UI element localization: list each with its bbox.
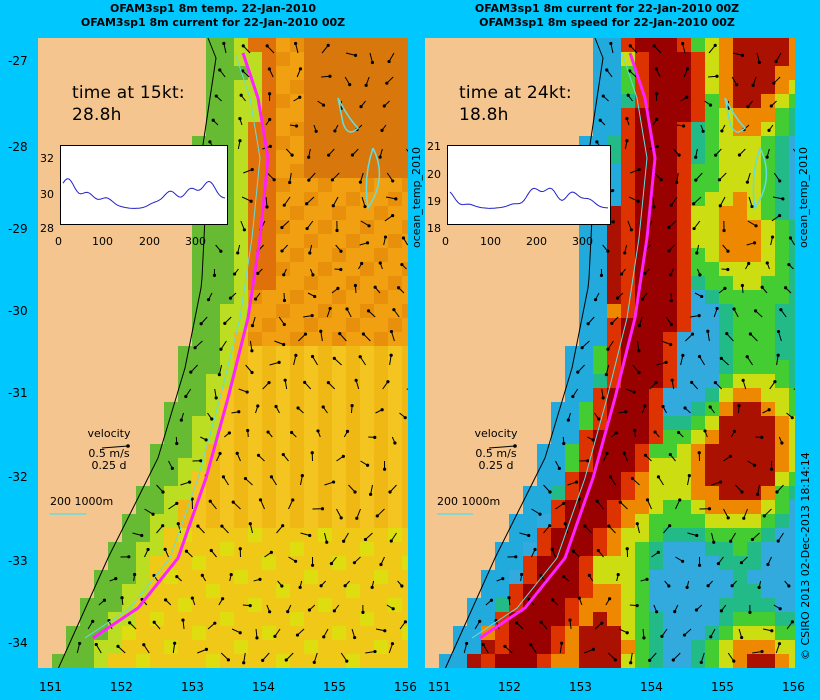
right-title: OFAM3sp1 8m current for 22-Jan-2010 00Z … bbox=[412, 2, 802, 30]
right-time-label: time at 24kt: bbox=[459, 83, 572, 103]
right-speed-field bbox=[437, 38, 795, 668]
left-title: OFAM3sp1 8m temp. 22-Jan-2010 OFAM3sp1 8… bbox=[18, 2, 408, 30]
lon-tick-left: 155 bbox=[323, 680, 346, 694]
lon-tick-left: 154 bbox=[252, 680, 275, 694]
left-time-value: 28.8h bbox=[72, 105, 122, 125]
lat-tick: -27 bbox=[8, 54, 28, 68]
right-legend-duration: 0.25 d bbox=[478, 459, 514, 472]
right-inset-xtick: 300 bbox=[572, 235, 593, 248]
lon-tick-right: 153 bbox=[569, 680, 592, 694]
right-inset-xtick: 100 bbox=[480, 235, 501, 248]
left-inset-ytick: 28 bbox=[40, 222, 54, 235]
lat-tick: -29 bbox=[8, 222, 28, 236]
lon-tick-right: 152 bbox=[498, 680, 521, 694]
left-inset-ytick: 30 bbox=[40, 188, 54, 201]
left-inset-plot bbox=[60, 145, 228, 225]
credit-label: © CSIRO 2013 02-Dec-2013 18:14:14 bbox=[799, 452, 812, 660]
lat-tick: -32 bbox=[8, 470, 28, 484]
left-map-panel: time at 15kt: 28.8h 32 30 28 0 100 200 3… bbox=[38, 38, 408, 668]
right-inset-ytick: 19 bbox=[427, 195, 441, 208]
left-legend-bathy: 200 1000m bbox=[50, 495, 114, 508]
right-inset-plot bbox=[447, 145, 611, 225]
right-title-line2: OFAM3sp1 8m speed for 22-Jan-2010 00Z bbox=[479, 16, 735, 29]
left-time-label: time at 15kt: bbox=[72, 83, 185, 103]
left-inset-xtick: 0 bbox=[55, 235, 62, 248]
left-inset-xtick: 200 bbox=[139, 235, 160, 248]
left-inset-ytick: 32 bbox=[40, 152, 54, 165]
left-side-label: ocean_temp_2010 bbox=[410, 146, 423, 248]
lon-tick-left: 156 bbox=[394, 680, 417, 694]
right-legend-speed: 0.5 m/s bbox=[475, 447, 517, 460]
lat-tick: -28 bbox=[8, 140, 28, 154]
left-inset-xtick: 300 bbox=[185, 235, 206, 248]
lat-tick: -33 bbox=[8, 554, 28, 568]
lon-tick-left: 153 bbox=[181, 680, 204, 694]
lon-tick-right: 156 bbox=[782, 680, 805, 694]
lon-tick-right: 151 bbox=[428, 680, 451, 694]
left-legend-duration: 0.25 d bbox=[91, 459, 127, 472]
right-inset-series bbox=[449, 187, 609, 209]
right-inset-xtick: 200 bbox=[526, 235, 547, 248]
right-legend-velocity: velocity bbox=[474, 427, 518, 440]
right-inset-ytick: 18 bbox=[427, 222, 441, 235]
lon-tick-right: 155 bbox=[711, 680, 734, 694]
right-time-value: 18.8h bbox=[459, 105, 509, 125]
left-title-line2: OFAM3sp1 8m current for 22-Jan-2010 00Z bbox=[80, 16, 346, 29]
left-inset-xtick: 100 bbox=[92, 235, 113, 248]
left-title-line1: OFAM3sp1 8m temp. 22-Jan-2010 bbox=[109, 2, 317, 15]
right-map-panel: time at 24kt: 18.8h 21 20 19 18 0 100 20… bbox=[425, 38, 795, 668]
lat-tick: -31 bbox=[8, 386, 28, 400]
lat-tick: -34 bbox=[8, 636, 28, 650]
lon-tick-left: 151 bbox=[39, 680, 62, 694]
left-legend-velocity: velocity bbox=[87, 427, 131, 440]
left-legend-speed: 0.5 m/s bbox=[88, 447, 130, 460]
right-legend-bathy: 200 1000m bbox=[437, 495, 501, 508]
left-inset-series bbox=[62, 178, 226, 209]
right-title-line1: OFAM3sp1 8m current for 22-Jan-2010 00Z bbox=[474, 2, 740, 15]
lat-tick: -30 bbox=[8, 304, 28, 318]
right-inset-xtick: 0 bbox=[442, 235, 449, 248]
right-inset-ytick: 20 bbox=[427, 168, 441, 181]
lon-tick-left: 152 bbox=[110, 680, 133, 694]
left-temperature-field bbox=[50, 38, 408, 668]
lon-tick-right: 154 bbox=[640, 680, 663, 694]
right-side-label: ocean_temp_2010 bbox=[797, 146, 810, 248]
right-inset-ytick: 21 bbox=[427, 140, 441, 153]
